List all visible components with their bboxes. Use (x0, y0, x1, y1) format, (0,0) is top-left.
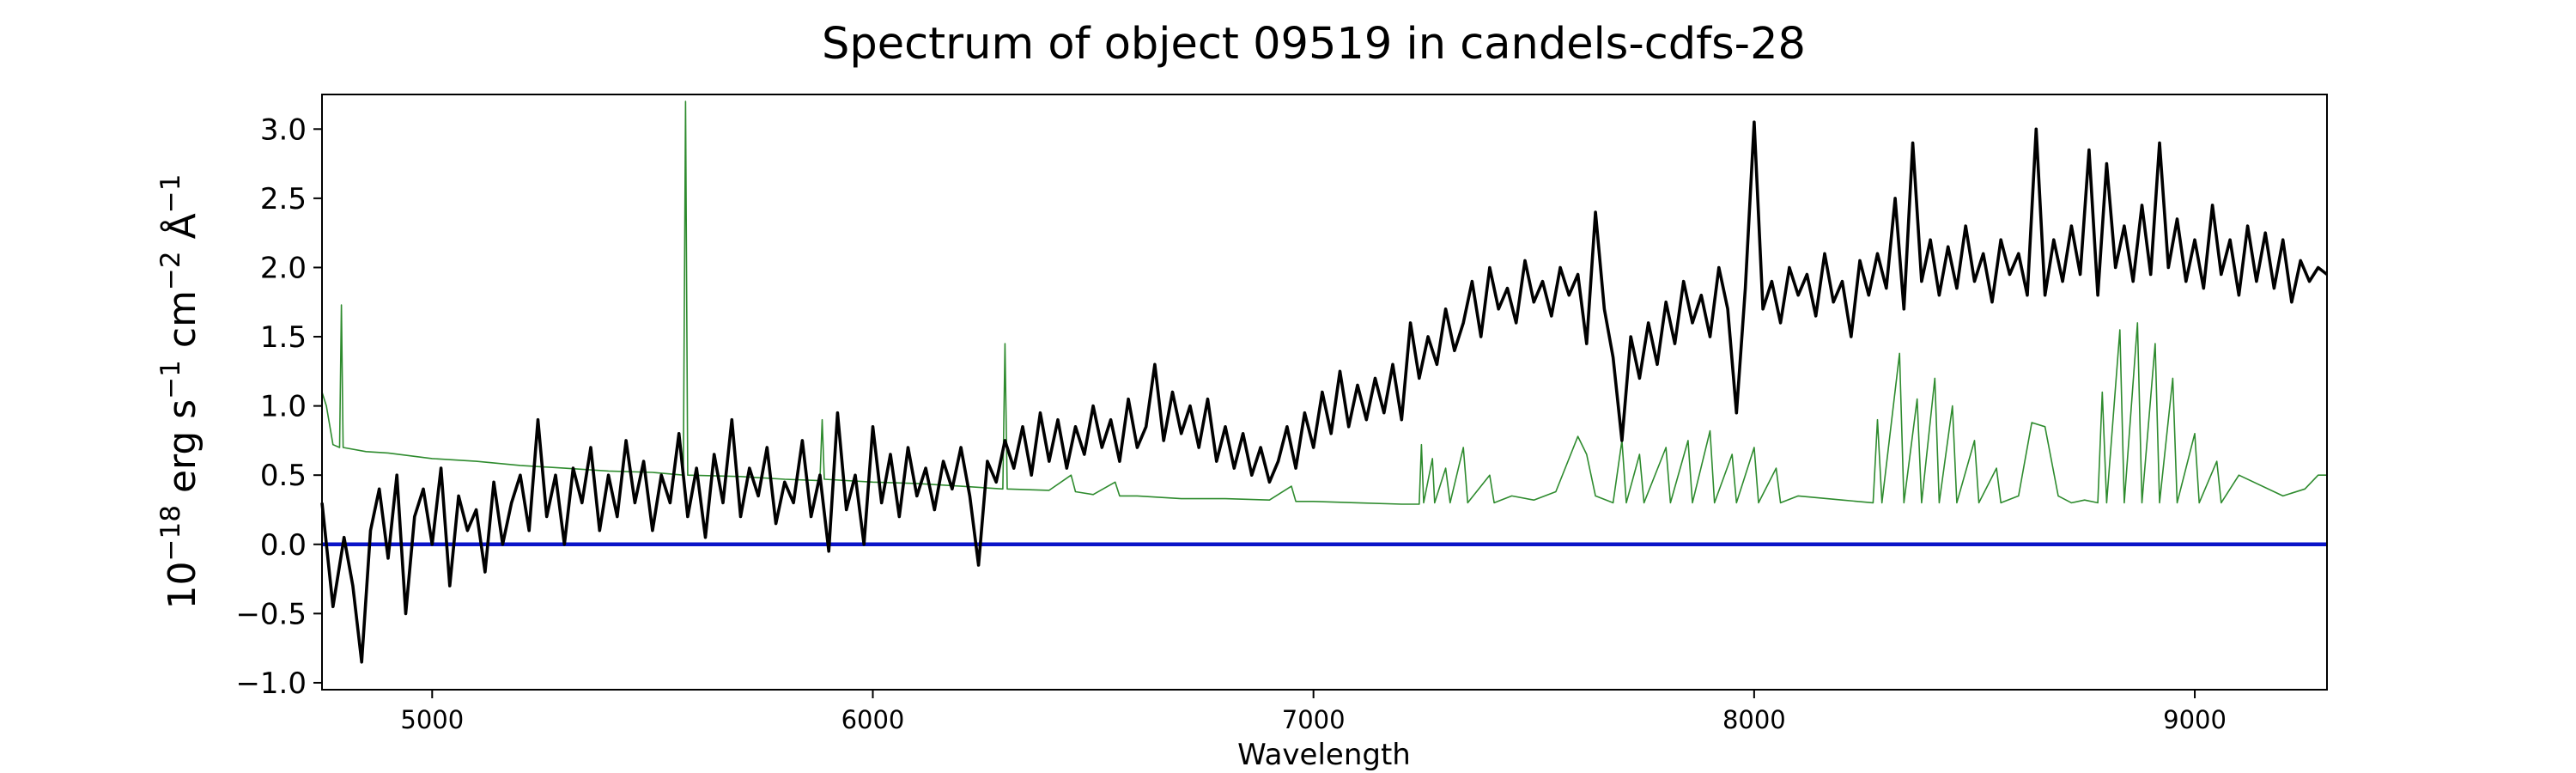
y-tick-label: −0.5 (235, 597, 307, 631)
series-layer (320, 100, 2329, 664)
y-tick-label: 0.5 (260, 459, 307, 493)
x-tick-label: 6000 (841, 705, 905, 734)
series-flux-line (320, 120, 2329, 664)
x-tick-label: 5000 (400, 705, 464, 734)
plot-frame (321, 94, 2328, 691)
x-axis: 5000 6000 7000 8000 9000 (400, 690, 2227, 734)
y-tick-label: 3.0 (260, 113, 307, 147)
x-tick-label: 7000 (1282, 705, 1346, 734)
y-tick-label: 2.5 (260, 182, 307, 216)
series-error-line (321, 100, 2327, 505)
y-tick-label: 1.0 (260, 390, 307, 424)
chart-title: Spectrum of object 09519 in candels-cdfs… (822, 19, 1806, 70)
x-tick-label: 8000 (1722, 705, 1786, 734)
y-tick-label: 1.5 (260, 320, 307, 355)
plot-area (320, 94, 2329, 691)
x-axis-label: Wavelength (1237, 738, 1411, 772)
y-tick-label: −1.0 (235, 666, 307, 701)
y-tick-label: 0.0 (260, 528, 307, 563)
x-tick-label: 9000 (2163, 705, 2227, 734)
y-tick-label: 2.0 (260, 251, 307, 285)
y-axis: −1.0 −0.5 0.0 0.5 1.0 1.5 2.0 2.5 3.0 (235, 113, 322, 701)
y-axis-label: 10−18 erg s−1 cm−2 Å−1 (155, 174, 204, 610)
